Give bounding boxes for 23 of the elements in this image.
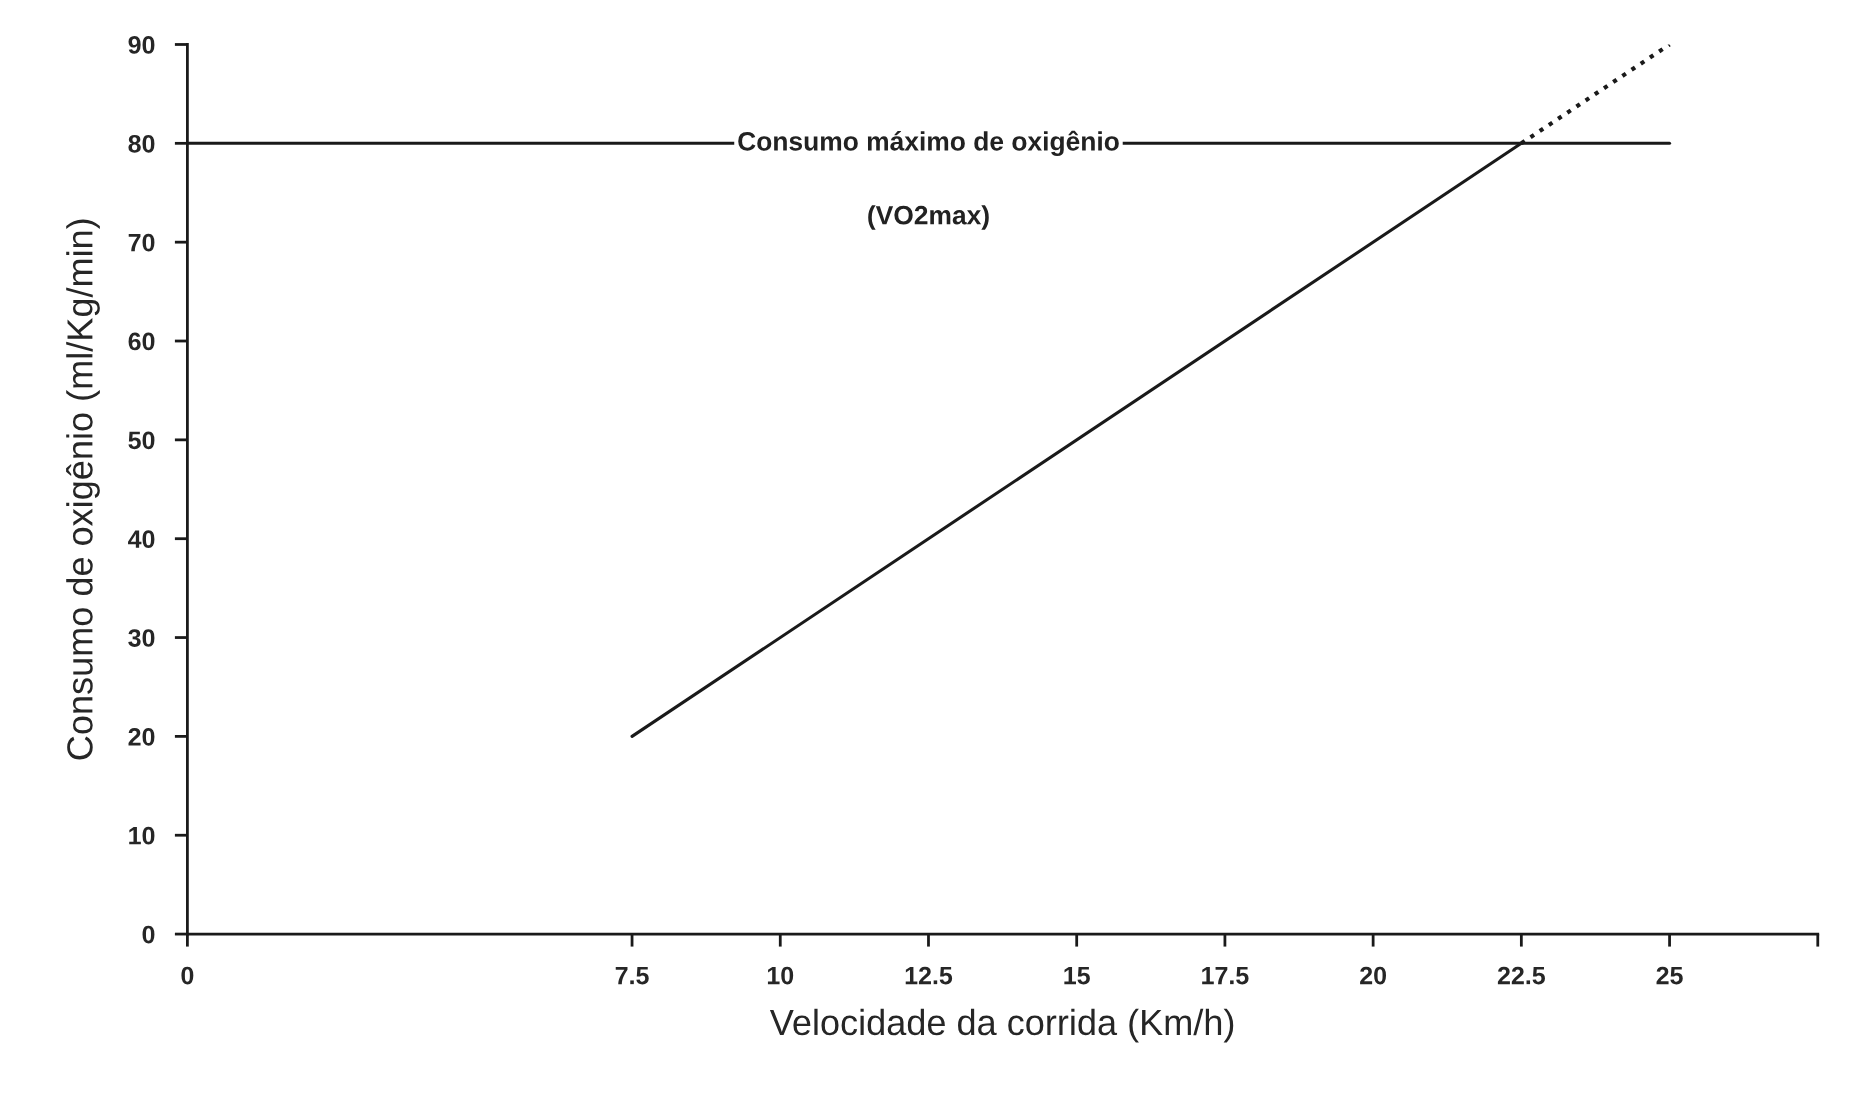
x-tick-label: 12.5 [905,966,953,985]
x-tick-label: 7.5 [615,966,649,985]
y-tick-label: 10 [129,826,155,845]
y-tick-label: 30 [128,629,155,647]
y-tick-label: 40 [128,530,155,549]
x-axis-title: Velocidade da corrida (Km/h) [769,1008,1234,1043]
y-tick-label: 60 [128,332,155,351]
series-label: Consumo máximo de oxigênio [738,130,1119,156]
y-tick-label: 20 [128,727,155,746]
x-tick-label: 20 [1360,966,1387,985]
annotation: (VO2max) [868,205,989,230]
y-tick-label: 70 [128,233,155,252]
y-tick-label: 0 [142,925,155,944]
x-tick-label: 0 [181,966,194,985]
x-tick-label: 22.5 [1497,966,1545,985]
y-tick-label: 90 [128,36,155,54]
x-tick-label: 15 [1064,966,1090,985]
y-axis-title: Consumo de oxigênio (ml/Kg/min) [66,219,100,760]
y-tick-label: 50 [128,431,155,450]
x-tick-label: 25 [1656,966,1683,985]
x-tick-label: 10 [767,966,794,985]
y-tick-label: 80 [128,134,155,153]
x-tick-label: 17.5 [1202,966,1249,985]
